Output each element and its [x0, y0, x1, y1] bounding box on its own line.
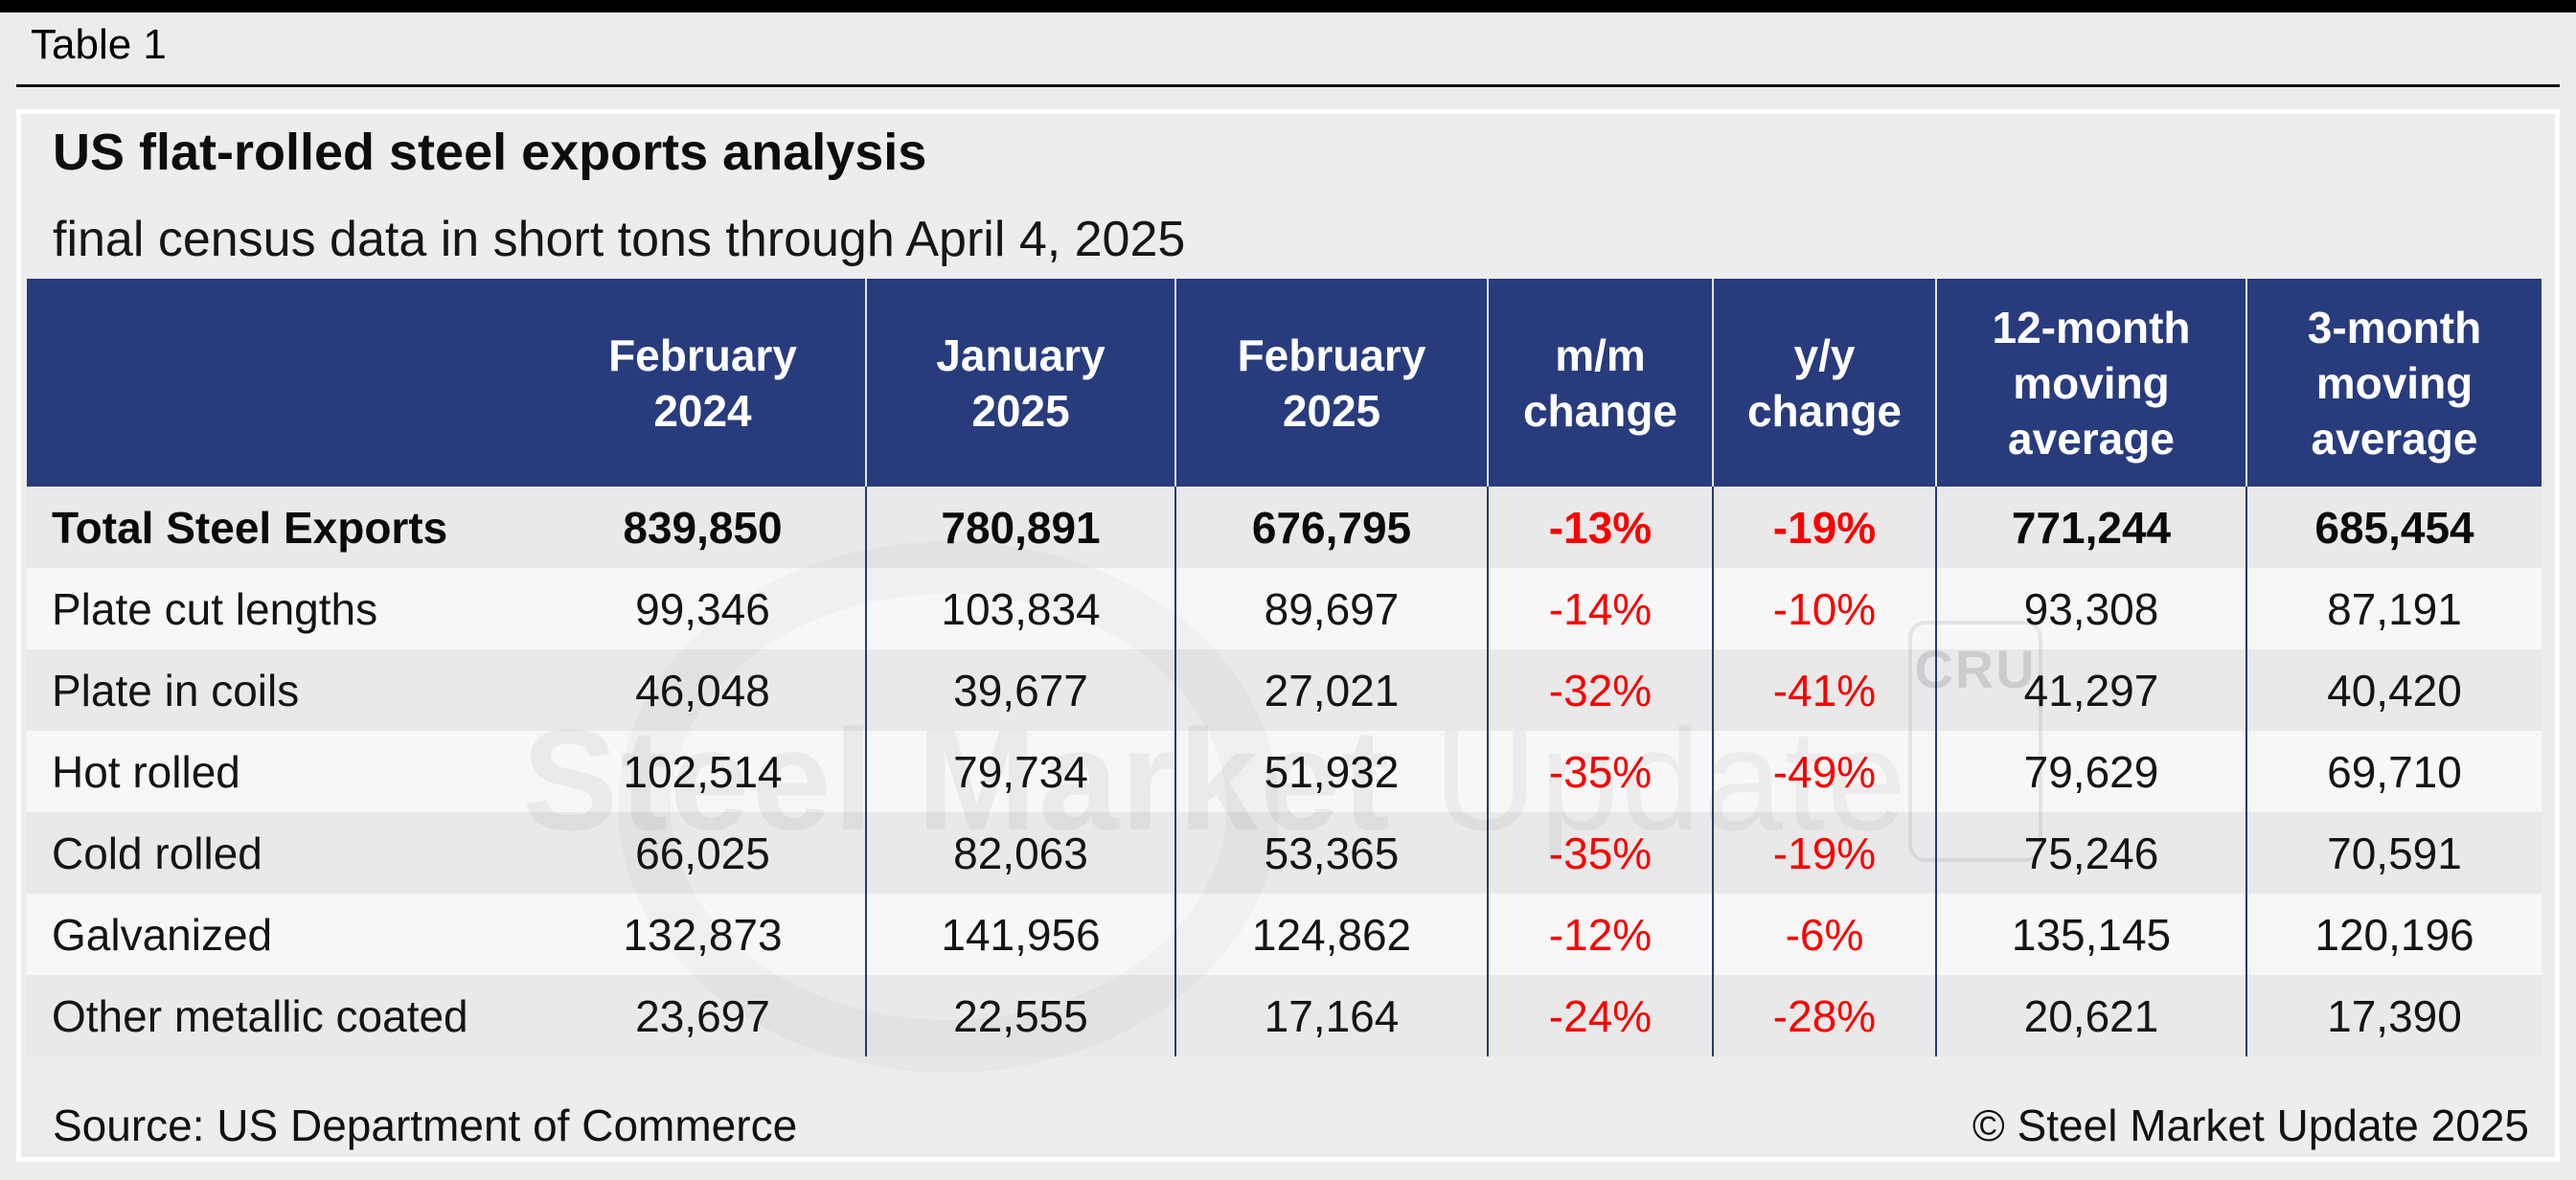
cell-yy-change: -19% [1712, 812, 1935, 894]
cell-feb-2025: 89,697 [1174, 568, 1487, 649]
cell-yy-change: -28% [1712, 975, 1935, 1056]
row-label: Other metallic coated [52, 990, 468, 1041]
table-number-tag: Table 1 [31, 21, 167, 68]
cell-yy-change: -10% [1712, 568, 1935, 649]
table-row: Cold rolled 66,025 82,063 53,365 -35% -1… [27, 812, 2542, 894]
cell-12-month-average: 93,308 [1935, 568, 2245, 649]
cell-feb-2024: 132,873 [623, 909, 783, 960]
page-subtitle: final census data in short tons through … [53, 212, 1186, 267]
cell-jan-2025: 79,734 [865, 731, 1174, 812]
cell-3-month-average: 87,191 [2245, 568, 2542, 649]
cell-jan-2025: 103,834 [865, 568, 1174, 649]
cell-jan-2025: 141,956 [865, 894, 1174, 975]
table-row: Other metallic coated 23,697 22,555 17,1… [27, 975, 2542, 1056]
cell-feb-2025: 53,365 [1174, 812, 1487, 894]
cell-3-month-average: 685,454 [2245, 487, 2542, 568]
cell-feb-2025: 676,795 [1174, 487, 1487, 568]
table-row: Hot rolled 102,514 79,734 51,932 -35% -4… [27, 731, 2542, 812]
cell-jan-2025: 82,063 [865, 812, 1174, 894]
cell-jan-2025: 22,555 [865, 975, 1174, 1056]
row-label: Galvanized [52, 909, 273, 960]
cell-3-month-average: 40,420 [2245, 649, 2542, 731]
cell-12-month-average: 75,246 [1935, 812, 2245, 894]
table-header-row: February 2024 January 2025 February 2025… [27, 279, 2542, 487]
cell-yy-change: -6% [1712, 894, 1935, 975]
table-row-total: Total Steel Exports 839,850 780,891 676,… [27, 487, 2542, 568]
cell-3-month-average: 70,591 [2245, 812, 2542, 894]
col-header-12-month-average: 12-month moving average [1935, 279, 2245, 487]
cell-yy-change: -49% [1712, 731, 1935, 812]
cell-mm-change: -14% [1487, 568, 1712, 649]
cell-12-month-average: 41,297 [1935, 649, 2245, 731]
cell-feb-2024: 46,048 [635, 665, 770, 715]
cell-mm-change: -35% [1487, 812, 1712, 894]
col-header-february-2024: February 2024 [608, 329, 797, 436]
cell-yy-change: -19% [1712, 487, 1935, 568]
cell-12-month-average: 771,244 [1935, 487, 2245, 568]
cell-feb-2024: 23,697 [635, 990, 770, 1041]
cell-yy-change: -41% [1712, 649, 1935, 731]
cell-12-month-average: 135,145 [1935, 894, 2245, 975]
cell-feb-2024: 66,025 [635, 828, 770, 878]
exports-table: February 2024 January 2025 February 2025… [27, 279, 2542, 1056]
page-title: US flat-rolled steel exports analysis [53, 124, 927, 181]
table-row: Plate cut lengths 99,346 103,834 89,697 … [27, 568, 2542, 649]
row-label: Total Steel Exports [52, 502, 448, 553]
table-row: Galvanized 132,873 141,956 124,862 -12% … [27, 894, 2542, 975]
cell-feb-2024: 99,346 [635, 583, 770, 634]
cell-3-month-average: 17,390 [2245, 975, 2542, 1056]
cell-12-month-average: 20,621 [1935, 975, 2245, 1056]
cell-feb-2025: 124,862 [1174, 894, 1487, 975]
source-note: Source: US Department of Commerce [53, 1101, 798, 1150]
cell-12-month-average: 79,629 [1935, 731, 2245, 812]
row-label: Plate cut lengths [52, 583, 378, 634]
row-label: Hot rolled [52, 746, 240, 797]
horizontal-rule [16, 84, 2560, 87]
col-header-january-2025: January 2025 [865, 279, 1174, 487]
top-black-bar [0, 0, 2576, 12]
row-label: Plate in coils [52, 665, 300, 715]
cell-jan-2025: 39,677 [865, 649, 1174, 731]
cell-3-month-average: 69,710 [2245, 731, 2542, 812]
row-label: Cold rolled [52, 828, 262, 878]
cell-mm-change: -32% [1487, 649, 1712, 731]
copyright-note: © Steel Market Update 2025 [1972, 1101, 2529, 1150]
cell-mm-change: -35% [1487, 731, 1712, 812]
cell-feb-2024: 839,850 [623, 502, 783, 553]
cell-mm-change: -12% [1487, 894, 1712, 975]
cell-mm-change: -24% [1487, 975, 1712, 1056]
cell-jan-2025: 780,891 [865, 487, 1174, 568]
col-header-yy-change: y/y change [1712, 279, 1935, 487]
col-header-february-2025: February 2025 [1174, 279, 1487, 487]
col-header-row-label [27, 279, 540, 487]
cell-feb-2025: 27,021 [1174, 649, 1487, 731]
col-header-mm-change: m/m change [1487, 279, 1712, 487]
col-header-3-month-average: 3-month moving average [2245, 279, 2542, 487]
cell-feb-2025: 17,164 [1174, 975, 1487, 1056]
cell-3-month-average: 120,196 [2245, 894, 2542, 975]
table-row: Plate in coils 46,048 39,677 27,021 -32%… [27, 649, 2542, 731]
cell-feb-2025: 51,932 [1174, 731, 1487, 812]
cell-feb-2024: 102,514 [623, 746, 783, 797]
cell-mm-change: -13% [1487, 487, 1712, 568]
